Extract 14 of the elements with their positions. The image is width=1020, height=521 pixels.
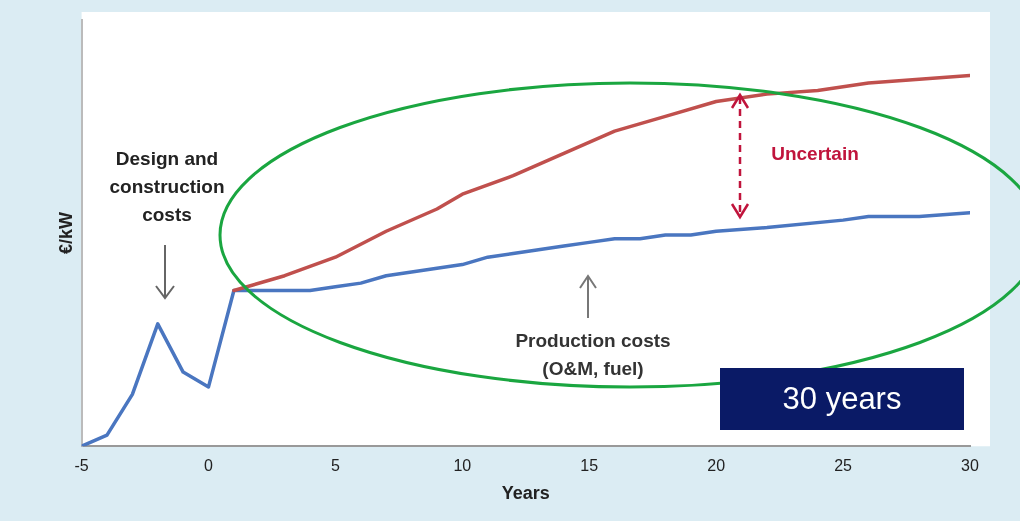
- annotation: Production costs (O&M, fuel): [515, 330, 671, 380]
- x-axis-title: Years: [501, 483, 550, 504]
- x-tick-label: 20: [707, 457, 726, 475]
- annotation: Design and construction costs: [109, 148, 225, 226]
- x-tick-label: 25: [834, 457, 853, 475]
- x-tick-label: 30: [961, 457, 979, 475]
- annotation: Uncertain: [771, 143, 859, 165]
- y-axis-title: €/kW: [55, 212, 76, 255]
- x-tick-label: -5: [74, 457, 89, 475]
- x-tick-label: 0: [204, 457, 214, 475]
- x-tick-label: 15: [580, 457, 599, 475]
- x-tick-label: 10: [453, 457, 472, 475]
- label-box: 30 years: [720, 368, 964, 430]
- x-tick-label: 5: [330, 457, 340, 475]
